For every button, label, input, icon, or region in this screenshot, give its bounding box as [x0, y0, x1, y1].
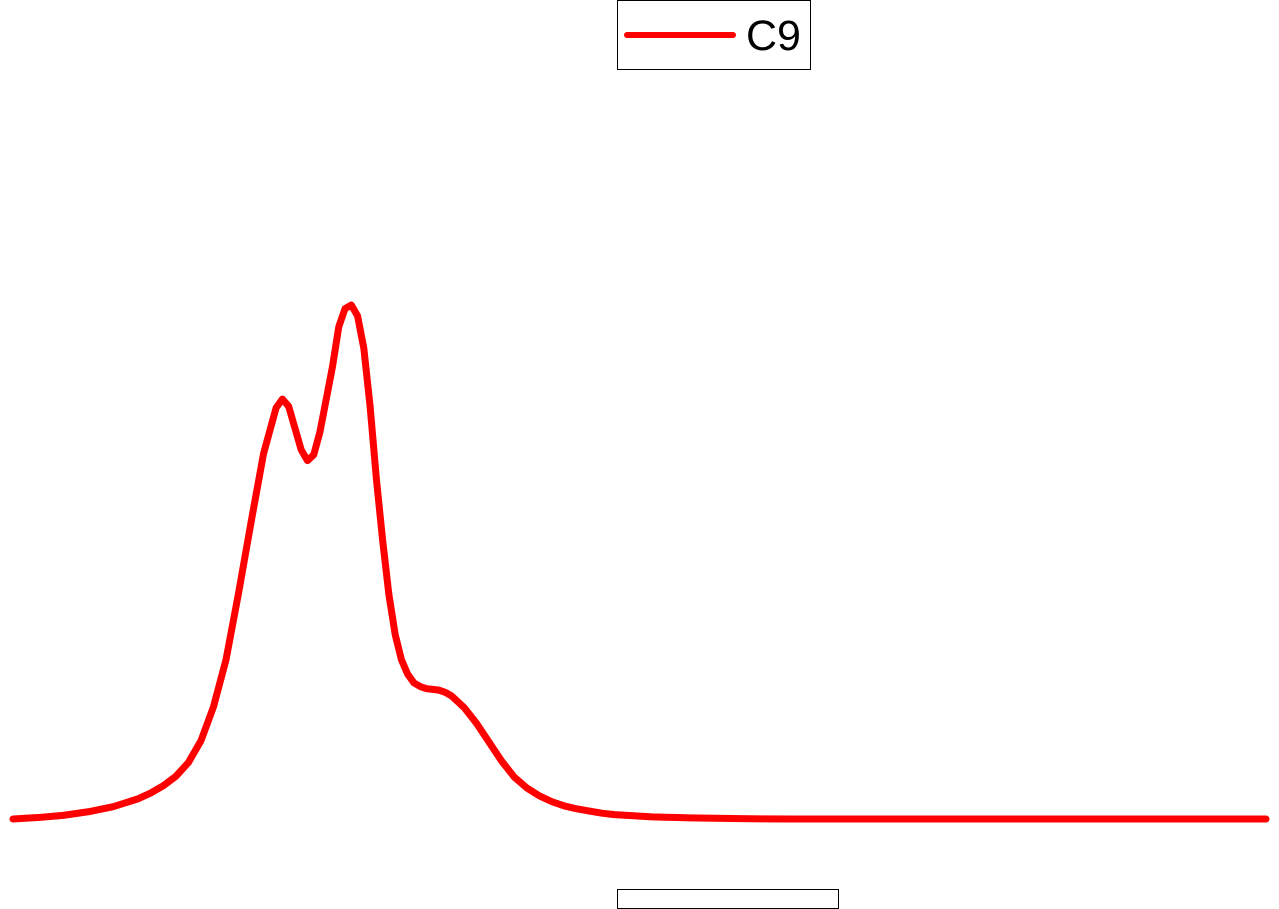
legend: C9	[617, 0, 811, 70]
legend-label-c9: C9	[746, 12, 801, 60]
series-line-c9	[9, 301, 1270, 823]
bottom-legend-frame	[617, 889, 839, 909]
legend-swatch-c9	[624, 32, 736, 38]
series-layer	[9, 301, 1270, 823]
